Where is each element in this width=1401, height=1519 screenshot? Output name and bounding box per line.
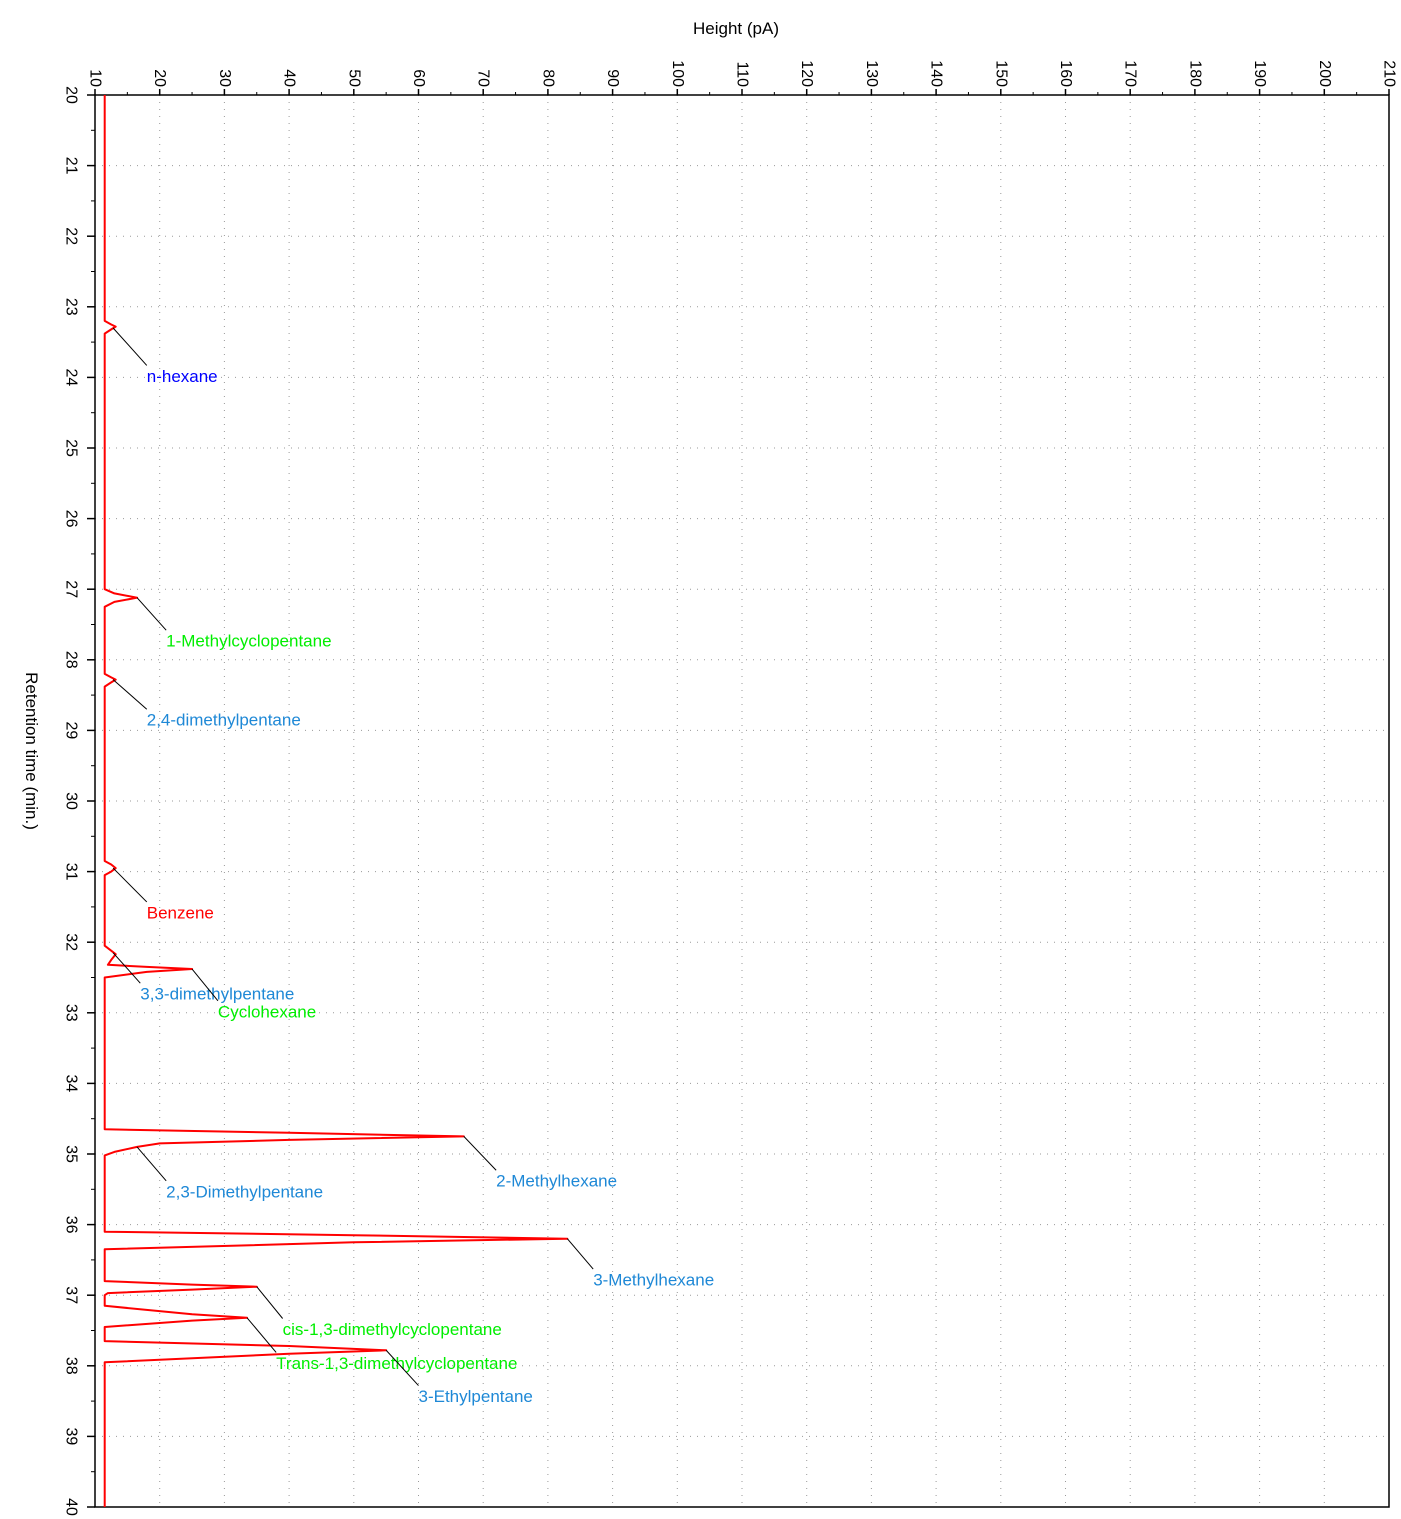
x-tick-label: 210 [1381,60,1398,87]
x-tick-label: 80 [539,69,556,87]
y-tick-label: 23 [63,298,80,316]
peak-label: cis-1,3-dimethylcyclopentane [283,1320,502,1339]
y-tick-label: 39 [63,1428,80,1446]
annotation-leader-line [136,597,167,631]
peak-label: Benzene [147,903,214,922]
x-tick-label: 130 [863,60,880,87]
y-tick-label: 28 [63,651,80,669]
x-tick-label: 100 [669,60,686,87]
x-tick-label: 190 [1251,60,1268,87]
peak-label: Cyclohexane [218,1002,316,1021]
x-tick-label: 110 [734,61,751,87]
y-tick-label: 21 [63,157,80,175]
peak-label: 2,3-Dimethylpentane [166,1182,323,1201]
x-axis: 10 20 30 40 50 60 70 80 90 100 110 120 130 140 150 160 1… [87,60,1398,95]
annotation-leader-line [112,327,148,366]
peak-label: 3-Methylhexane [593,1271,714,1290]
x-tick-label: 140 [928,60,945,87]
y-tick-label: 31 [63,863,80,881]
y-tick-label: 25 [63,439,80,457]
peak-label: 2,4-dimethylpentane [147,711,301,730]
x-tick-label: 40 [281,69,298,87]
annotation-leader-line [112,867,148,903]
y-tick-label: 35 [63,1145,80,1163]
x-tick-label: 160 [1057,60,1074,87]
annotation-leader-line [112,679,148,710]
peak-label: 3-Ethylpentane [419,1387,533,1406]
grid-lines [95,95,1389,1507]
annotation-leader-line [112,952,141,984]
x-tick-label: 10 [87,69,104,87]
y-tick-label: 30 [63,792,80,810]
y-tick-label: 34 [63,1075,80,1093]
y-axis: 20 21 22 23 24 25 26 27 28 29 30 31 32 33 34 35 36 37 38 39… [63,86,95,1516]
x-tick-label: 170 [1122,60,1139,87]
x-tick-label: 50 [345,69,362,87]
annotation-leader-line [566,1238,594,1270]
annotation-leader-line [191,968,219,1002]
peak-label: 1-Methylcyclopentane [166,632,331,651]
y-tick-label: 38 [63,1357,80,1375]
peak-annotations: n-hexane 1-Methylcyclopentane 2,4-dimethyl… [112,327,714,1406]
x-tick-label: 150 [992,60,1009,87]
peak-label: n-hexane [147,367,218,386]
y-tick-label: 33 [63,1004,80,1022]
annotation-leader-line [385,1349,419,1386]
annotation-leader-line [136,1146,167,1182]
x-tick-label: 70 [475,69,492,87]
y-tick-label: 20 [63,86,80,104]
peak-label: 2-Methylhexane [496,1172,617,1191]
y-tick-label: 26 [63,510,80,528]
x-tick-label: 20 [151,69,168,87]
y-tick-label: 24 [63,369,80,387]
y-tick-label: 37 [63,1286,80,1304]
x-tick-label: 90 [604,69,621,87]
x-tick-label: 60 [410,69,427,87]
x-axis-title: Height (pA) [693,19,779,38]
x-tick-label: 30 [216,69,233,87]
y-tick-label: 27 [63,580,80,598]
annotation-leader-line [246,1317,277,1353]
y-tick-label: 36 [63,1216,80,1234]
y-tick-label: 32 [63,933,80,951]
x-tick-label: 120 [798,60,815,87]
chromatogram-trace [103,95,569,1507]
peak-label: Trans-1,3-dimethylcyclopentane [276,1354,517,1373]
annotation-leader-line [256,1286,284,1319]
y-tick-label: 22 [63,227,80,245]
y-tick-label: 40 [63,1498,80,1516]
annotation-leader-line [463,1136,497,1171]
x-tick-label: 200 [1316,60,1333,87]
peak-label: 3,3-dimethylpentane [140,985,294,1004]
x-tick-label: 180 [1186,60,1203,87]
y-axis-title: Retention time (min.) [22,672,41,830]
y-tick-label: 29 [63,722,80,740]
series-layer [103,95,569,1507]
